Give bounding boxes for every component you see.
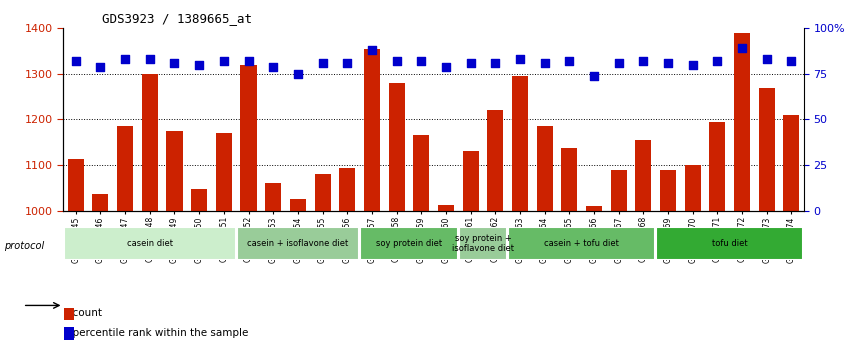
Point	[415, 58, 428, 64]
Point	[168, 60, 181, 66]
Bar	[438, 205, 454, 211]
Bar	[315, 174, 331, 211]
Bar	[512, 76, 528, 211]
Bar	[388, 83, 404, 211]
Bar	[611, 170, 627, 211]
Bar	[237, 227, 359, 260]
Bar	[167, 131, 183, 211]
Bar	[191, 189, 207, 211]
Bar	[536, 126, 552, 211]
Point	[390, 58, 404, 64]
Bar	[561, 148, 577, 211]
Bar	[64, 227, 236, 260]
Point	[340, 60, 354, 66]
Bar	[360, 227, 458, 260]
Point	[94, 64, 107, 69]
Bar	[339, 168, 355, 211]
Bar	[487, 110, 503, 211]
Point	[143, 57, 157, 62]
Point	[563, 58, 576, 64]
Point	[735, 46, 749, 51]
Point	[760, 57, 773, 62]
Text: soy protein diet: soy protein diet	[376, 239, 442, 248]
Bar	[684, 165, 700, 211]
Bar	[265, 183, 281, 211]
Bar	[216, 133, 232, 211]
Bar	[734, 33, 750, 211]
Point	[784, 58, 798, 64]
Bar	[783, 115, 799, 211]
Bar	[459, 227, 507, 260]
Text: count: count	[66, 308, 102, 318]
Point	[439, 64, 453, 69]
Text: tofu diet: tofu diet	[711, 239, 748, 248]
Point	[316, 60, 329, 66]
Bar	[586, 206, 602, 211]
Point	[242, 58, 255, 64]
Text: casein + isoflavone diet: casein + isoflavone diet	[247, 239, 349, 248]
Point	[69, 58, 83, 64]
Text: casein diet: casein diet	[127, 239, 173, 248]
Text: casein + tofu diet: casein + tofu diet	[544, 239, 619, 248]
Bar	[240, 65, 256, 211]
Point	[488, 60, 502, 66]
Bar	[68, 159, 84, 211]
Point	[192, 62, 206, 68]
Bar	[635, 140, 651, 211]
Bar	[413, 136, 429, 211]
Bar	[656, 227, 803, 260]
Point	[636, 58, 650, 64]
Point	[587, 73, 601, 79]
Text: soy protein +
isoflavone diet: soy protein + isoflavone diet	[452, 234, 514, 253]
Text: GDS3923 / 1389665_at: GDS3923 / 1389665_at	[102, 12, 251, 25]
Point	[662, 60, 675, 66]
Bar	[759, 87, 775, 211]
Text: percentile rank within the sample: percentile rank within the sample	[66, 328, 249, 338]
Bar	[508, 227, 655, 260]
Point	[612, 60, 625, 66]
Bar	[142, 74, 158, 211]
Point	[217, 58, 231, 64]
Point	[118, 57, 132, 62]
Point	[365, 47, 379, 53]
Bar	[92, 194, 108, 211]
Text: protocol: protocol	[4, 241, 45, 251]
Bar	[117, 126, 133, 211]
Bar	[660, 170, 676, 211]
Bar	[463, 152, 479, 211]
Bar	[290, 199, 306, 211]
Bar	[709, 122, 725, 211]
Point	[514, 57, 527, 62]
Point	[711, 58, 724, 64]
Point	[291, 71, 305, 77]
Point	[464, 60, 477, 66]
Point	[538, 60, 552, 66]
Point	[686, 62, 700, 68]
Bar	[364, 49, 380, 211]
Point	[266, 64, 280, 69]
